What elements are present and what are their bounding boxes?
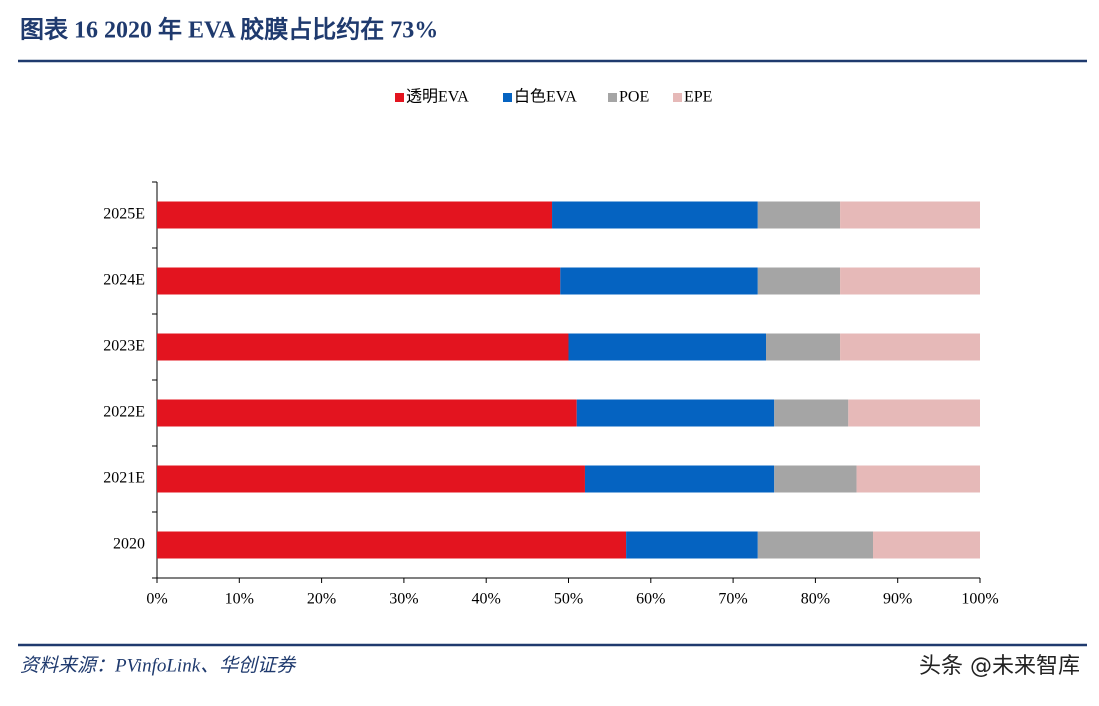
bar-segment (840, 267, 980, 295)
bar-segment (774, 465, 857, 493)
y-tick-label: 2024E (103, 272, 145, 289)
bar-segment (757, 531, 874, 559)
bar-segment (568, 333, 767, 361)
bar-segment (626, 531, 758, 559)
x-tick-label: 70% (718, 591, 747, 608)
x-tick-label: 30% (389, 591, 418, 608)
x-tick-label: 100% (961, 591, 998, 608)
legend-swatch (673, 93, 682, 102)
x-tick-label: 60% (636, 591, 665, 608)
chart-title: 图表 16 2020 年 EVA 胶膜占比约在 73% (20, 16, 438, 44)
bar-segment (560, 267, 758, 295)
source-note: 资料来源：PVinfoLink、华创证券 (20, 654, 297, 676)
bar-segment (157, 267, 561, 295)
bar-segment (757, 201, 841, 229)
bar-segment (856, 465, 980, 493)
legend-swatch (503, 93, 512, 102)
bar-segment (840, 333, 980, 361)
x-tick-label: 20% (307, 591, 336, 608)
x-tick-label: 90% (883, 591, 912, 608)
bar-segment (157, 201, 553, 229)
legend-swatch (608, 93, 617, 102)
x-tick-label: 10% (225, 591, 254, 608)
y-tick-label: 2020 (113, 536, 145, 553)
bar-segment (873, 531, 980, 559)
bar-segment (552, 201, 758, 229)
x-tick-label: 0% (146, 591, 167, 608)
bar-segment (576, 399, 775, 427)
y-tick-label: 2025E (103, 206, 145, 223)
bar-segment (766, 333, 841, 361)
bar-segment (584, 465, 775, 493)
x-tick-label: 50% (554, 591, 583, 608)
bar-segment (848, 399, 980, 427)
x-tick-label: 80% (801, 591, 830, 608)
legend-label: POE (619, 89, 649, 106)
y-tick-label: 2021E (103, 470, 145, 487)
bar-segment (157, 399, 577, 427)
legend-label: EPE (684, 89, 712, 106)
watermark: 头条 @未来智库 (919, 654, 1080, 679)
y-tick-label: 2022E (103, 404, 145, 421)
bar-segment (757, 267, 841, 295)
bar-segment (157, 465, 585, 493)
legend-label: 透明EVA (406, 88, 469, 106)
bar-segment (774, 399, 849, 427)
y-tick-label: 2023E (103, 338, 145, 355)
bar-segment (840, 201, 980, 229)
bar-segment (157, 531, 627, 559)
legend-label: 白色EVA (514, 88, 577, 106)
legend-swatch (395, 93, 404, 102)
x-tick-label: 40% (472, 591, 501, 608)
bar-segment (157, 333, 569, 361)
